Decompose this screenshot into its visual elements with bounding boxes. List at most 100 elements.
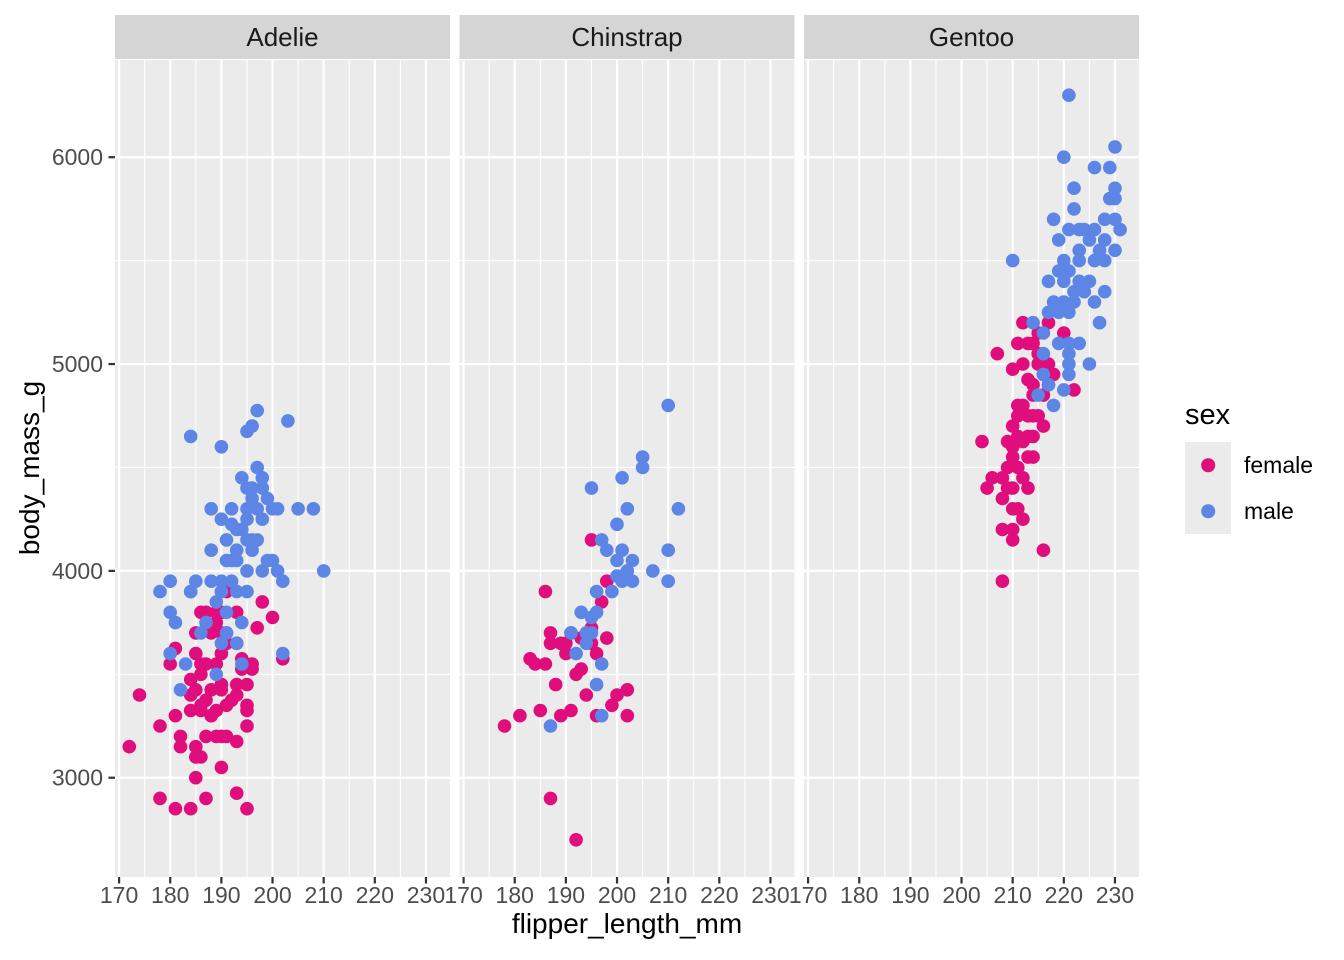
data-point-male — [219, 626, 234, 640]
data-point-female — [229, 786, 244, 800]
data-point-male — [1057, 150, 1071, 164]
data-point-male — [1062, 222, 1076, 237]
data-point-female — [183, 703, 198, 718]
data-point-male — [1108, 243, 1122, 258]
y-tick-label: 4000 — [52, 558, 103, 584]
data-point-male — [1036, 346, 1051, 361]
legend-label-male: male — [1244, 497, 1294, 524]
data-point-male — [610, 517, 624, 532]
data-point-female — [548, 677, 563, 692]
data-point-male — [1005, 253, 1020, 268]
panel-background — [115, 60, 450, 877]
data-point-female — [543, 791, 558, 806]
data-point-male — [1072, 253, 1086, 268]
legend-key-male — [1185, 488, 1231, 534]
data-point-female — [1021, 429, 1035, 444]
data-point-male — [240, 584, 254, 599]
x-tick-label: 200 — [253, 882, 291, 908]
data-point-male — [1062, 305, 1076, 320]
data-point-female — [497, 719, 512, 733]
data-point-female — [574, 662, 588, 676]
data-point-female — [265, 610, 280, 625]
x-tick-label: 230 — [1096, 882, 1134, 908]
x-tick-label: 190 — [547, 882, 585, 908]
data-point-male — [250, 403, 264, 418]
data-point-female — [620, 708, 635, 723]
data-point-male — [240, 564, 254, 578]
x-tick-label: 190 — [202, 882, 240, 908]
data-point-female — [1016, 357, 1030, 371]
data-point-male — [250, 460, 264, 475]
data-point-male — [255, 481, 270, 495]
data-point-female — [214, 646, 229, 661]
data-point-female — [1016, 315, 1030, 330]
data-point-male — [1087, 160, 1102, 175]
data-point-female — [153, 719, 167, 733]
data-point-female — [564, 703, 578, 718]
data-point-male — [183, 429, 198, 444]
data-point-female — [229, 688, 244, 702]
data-point-male — [1103, 191, 1117, 206]
data-point-female — [199, 657, 213, 671]
data-point-female — [543, 636, 558, 651]
data-point-male — [270, 564, 285, 578]
facet-strip — [804, 15, 1139, 59]
data-point-male — [250, 502, 264, 516]
data-point-female — [559, 646, 573, 661]
data-point-female — [1000, 434, 1015, 449]
data-point-male — [671, 502, 686, 516]
x-tick-label: 210 — [304, 882, 342, 908]
data-point-male — [1092, 243, 1107, 258]
data-point-female — [1016, 512, 1030, 526]
data-point-male — [569, 646, 583, 661]
data-point-male — [1036, 367, 1051, 382]
data-point-male — [594, 708, 609, 723]
data-point-male — [1051, 336, 1066, 351]
data-point-male — [214, 440, 229, 454]
data-point-male — [240, 512, 254, 526]
data-point-female — [209, 615, 224, 630]
data-point-male — [661, 398, 675, 413]
data-point-female — [985, 471, 999, 485]
data-point-female — [620, 683, 635, 697]
x-tick-label: 170 — [789, 882, 827, 908]
data-point-male — [1097, 233, 1112, 247]
data-point-female — [183, 672, 198, 687]
data-point-female — [204, 683, 218, 697]
data-point-male — [1082, 274, 1097, 289]
data-point-male — [235, 657, 249, 671]
data-point-female — [214, 683, 229, 697]
data-point-male — [589, 677, 604, 692]
data-point-male — [173, 683, 188, 697]
data-point-male — [224, 502, 239, 516]
data-point-female — [168, 708, 183, 723]
data-point-female — [554, 636, 568, 651]
data-point-female — [1067, 383, 1081, 397]
data-point-male — [229, 553, 244, 568]
y-tick-label: 3000 — [52, 765, 103, 791]
data-point-male — [615, 543, 629, 557]
data-point-female — [1011, 409, 1025, 423]
data-point-female — [189, 750, 203, 764]
data-point-male — [1062, 336, 1076, 351]
data-point-female — [229, 605, 244, 620]
data-point-male — [209, 595, 224, 609]
data-point-female — [1041, 357, 1056, 371]
data-point-male — [1062, 357, 1076, 371]
data-point-male — [1097, 284, 1112, 299]
data-point-male — [189, 574, 203, 588]
data-point-male — [1041, 274, 1056, 289]
data-point-male — [600, 543, 614, 557]
data-point-male — [224, 574, 239, 588]
data-point-female — [1011, 460, 1025, 475]
data-point-female — [610, 688, 624, 702]
data-point-female — [173, 729, 188, 744]
data-point-female — [1036, 419, 1051, 433]
data-point-female — [1000, 460, 1015, 475]
data-point-female — [1026, 450, 1040, 464]
data-point-female — [980, 481, 994, 495]
data-point-male — [620, 564, 635, 578]
data-point-male — [1087, 295, 1102, 309]
data-point-male — [1057, 383, 1071, 397]
